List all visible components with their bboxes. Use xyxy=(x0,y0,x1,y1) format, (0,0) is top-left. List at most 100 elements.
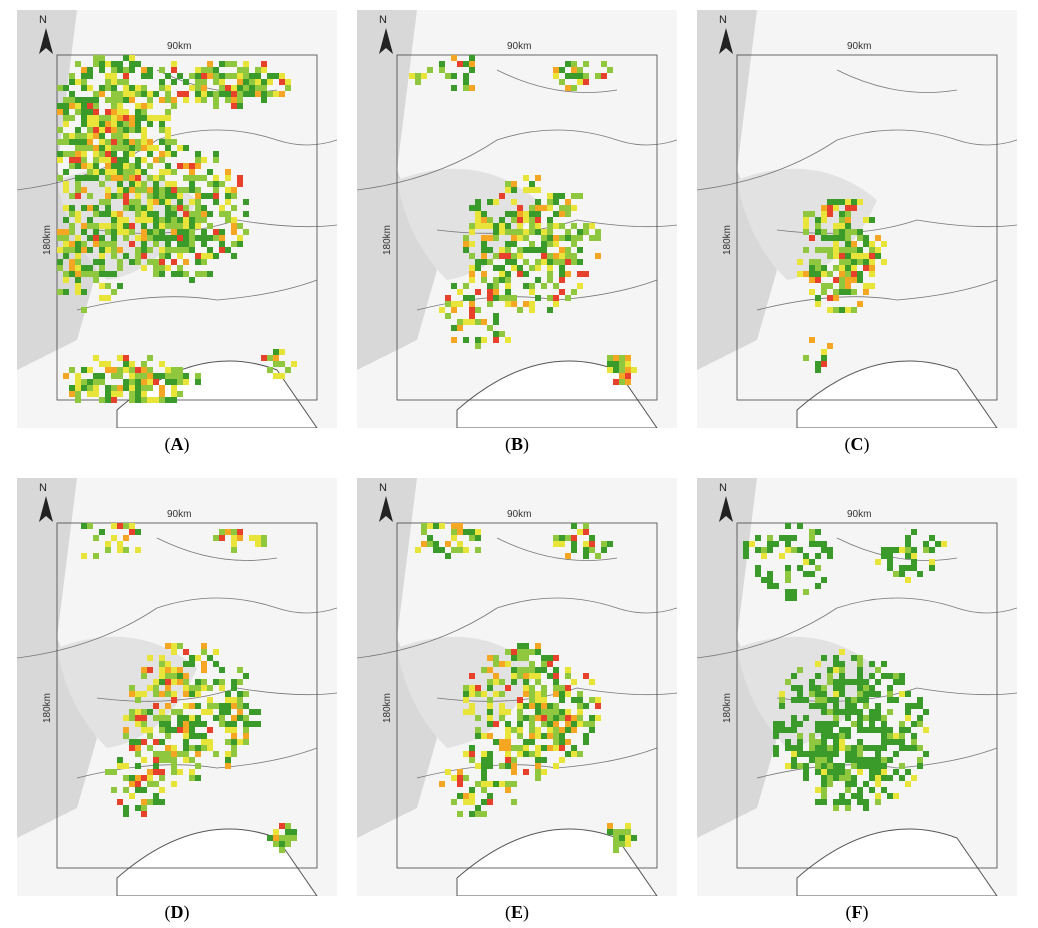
raster-cell xyxy=(469,757,475,763)
raster-cell xyxy=(589,235,595,241)
raster-cell xyxy=(857,661,863,667)
raster-cell xyxy=(129,163,135,169)
raster-cell xyxy=(75,241,81,247)
raster-cell xyxy=(619,373,625,379)
raster-cell xyxy=(827,679,833,685)
raster-cell xyxy=(565,685,571,691)
raster-cell xyxy=(129,259,135,265)
raster-cell xyxy=(827,733,833,739)
scale-width-label: 90km xyxy=(847,41,872,52)
raster-cell xyxy=(541,241,547,247)
raster-cell xyxy=(195,379,201,385)
raster-cell xyxy=(243,739,249,745)
raster-cell xyxy=(153,91,159,97)
raster-cell xyxy=(75,157,81,163)
raster-cell xyxy=(123,223,129,229)
raster-cell xyxy=(469,751,475,757)
raster-cell xyxy=(863,715,869,721)
raster-cell xyxy=(291,361,297,367)
north-arrow-icon: N xyxy=(377,14,395,56)
raster-cell xyxy=(529,649,535,655)
raster-cell xyxy=(529,715,535,721)
raster-cell xyxy=(833,277,839,283)
raster-cell xyxy=(165,685,171,691)
raster-cell xyxy=(63,169,69,175)
raster-cell xyxy=(165,73,171,79)
raster-cell xyxy=(171,745,177,751)
raster-cell xyxy=(463,685,469,691)
raster-cell xyxy=(481,799,487,805)
raster-cell xyxy=(613,835,619,841)
raster-cell xyxy=(445,541,451,547)
raster-cell xyxy=(475,319,481,325)
raster-cell xyxy=(183,217,189,223)
raster-cell xyxy=(767,541,773,547)
raster-cell xyxy=(553,763,559,769)
raster-cell xyxy=(797,721,803,727)
raster-cell xyxy=(535,679,541,685)
raster-cell xyxy=(535,703,541,709)
raster-cell xyxy=(99,121,105,127)
raster-cell xyxy=(105,391,111,397)
raster-cell xyxy=(261,355,267,361)
raster-cell xyxy=(845,745,851,751)
raster-cell xyxy=(195,253,201,259)
raster-cell xyxy=(493,229,499,235)
raster-cell xyxy=(231,733,237,739)
raster-cell xyxy=(159,121,165,127)
caption-paren-close: ) xyxy=(862,902,869,922)
raster-cell xyxy=(147,667,153,673)
raster-cell xyxy=(219,241,225,247)
raster-cell xyxy=(863,805,869,811)
raster-cell xyxy=(99,373,105,379)
raster-cell xyxy=(517,667,523,673)
raster-cell xyxy=(147,355,153,361)
raster-cell xyxy=(857,691,863,697)
caption-paren-open: ( xyxy=(164,902,171,922)
raster-cell xyxy=(481,241,487,247)
raster-cell xyxy=(201,79,207,85)
raster-cell xyxy=(135,391,141,397)
raster-cell xyxy=(69,91,75,97)
raster-cell xyxy=(129,61,135,67)
raster-cell xyxy=(851,697,857,703)
raster-cell xyxy=(63,247,69,253)
raster-cell xyxy=(99,55,105,61)
raster-cell xyxy=(111,193,117,199)
raster-cell xyxy=(511,655,517,661)
raster-cell xyxy=(231,103,237,109)
raster-cell xyxy=(535,691,541,697)
raster-cell xyxy=(421,73,427,79)
raster-cell xyxy=(517,727,523,733)
raster-cell xyxy=(583,79,589,85)
raster-cell xyxy=(803,211,809,217)
raster-cell xyxy=(517,703,523,709)
raster-cell xyxy=(499,715,505,721)
raster-cell xyxy=(815,751,821,757)
raster-cell xyxy=(517,715,523,721)
raster-cell xyxy=(583,673,589,679)
raster-cell xyxy=(767,547,773,553)
raster-cell xyxy=(899,673,905,679)
raster-cell xyxy=(541,703,547,709)
raster-cell xyxy=(857,685,863,691)
raster-cell xyxy=(81,85,87,91)
raster-cell xyxy=(869,721,875,727)
raster-cell xyxy=(213,97,219,103)
raster-cell xyxy=(893,571,899,577)
raster-cell xyxy=(547,661,553,667)
raster-cell xyxy=(153,781,159,787)
raster-cell xyxy=(255,91,261,97)
raster-cell xyxy=(457,325,463,331)
raster-cell xyxy=(875,679,881,685)
raster-cell xyxy=(839,667,845,673)
raster-cell xyxy=(159,385,165,391)
raster-cell xyxy=(153,799,159,805)
raster-cell xyxy=(153,685,159,691)
raster-cell xyxy=(613,355,619,361)
raster-cell xyxy=(481,277,487,283)
raster-cell xyxy=(583,223,589,229)
raster-cell xyxy=(93,259,99,265)
raster-cell xyxy=(607,541,613,547)
raster-cell xyxy=(99,223,105,229)
